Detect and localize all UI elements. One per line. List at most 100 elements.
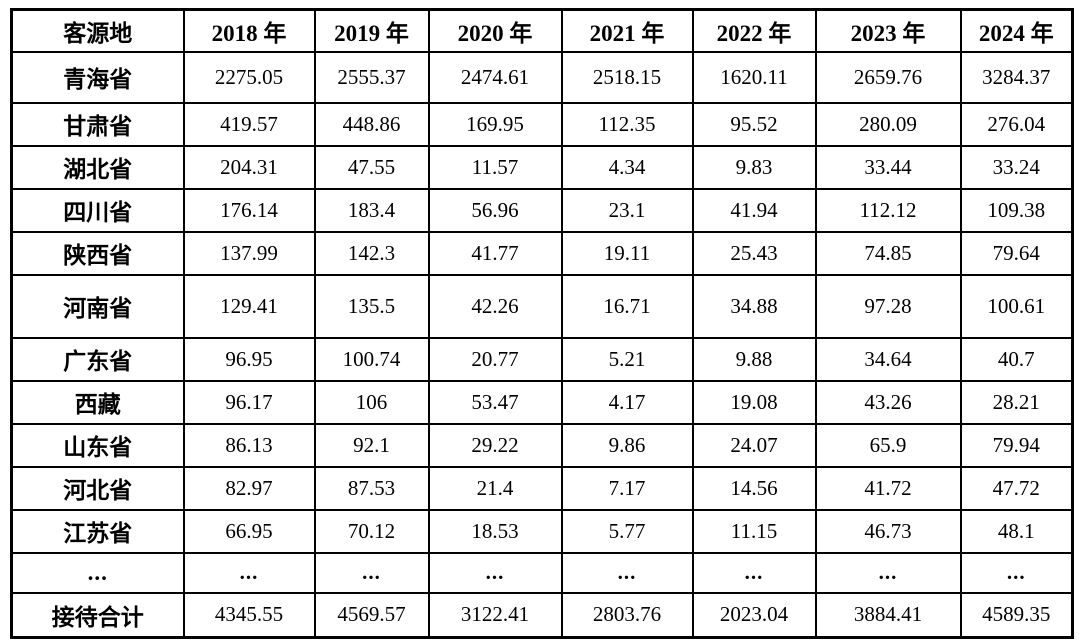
data-cell: 183.4 [313, 187, 430, 233]
data-cell: 21.4 [427, 465, 563, 511]
data-cell: 92.1 [313, 422, 430, 468]
column-header-year: 2024 年 [959, 8, 1074, 53]
row-label-cell: 河南省 [10, 273, 185, 339]
table-row: 接待合计 4345.55 4569.57 3122.41 2803.76 2023.04 3… [10, 591, 1074, 639]
column-header-year: 2018 年 [182, 8, 316, 53]
data-cell: 3284.37 [959, 50, 1074, 104]
data-cell: ... [691, 551, 817, 594]
column-header-year: 2021 年 [560, 8, 694, 53]
data-cell: 112.12 [814, 187, 962, 233]
data-cell: 46.73 [814, 508, 962, 554]
data-cell: 53.47 [427, 379, 563, 425]
data-cell: 48.1 [959, 508, 1074, 554]
data-cell: 9.86 [560, 422, 694, 468]
data-cell: 2023.04 [691, 591, 817, 639]
data-cell: 34.64 [814, 336, 962, 382]
row-label-cell: 青海省 [10, 50, 185, 104]
data-cell: 5.77 [560, 508, 694, 554]
data-cell: 34.88 [691, 273, 817, 339]
data-cell: 3122.41 [427, 591, 563, 639]
table-row: 广东省 96.95 100.74 20.77 5.21 9.88 34.64 40.7 [10, 336, 1074, 382]
data-cell: 41.94 [691, 187, 817, 233]
data-cell: 137.99 [182, 230, 316, 276]
table-row: 西藏 96.17 106 53.47 4.17 19.08 43.26 28.21 [10, 379, 1074, 425]
data-cell: 16.71 [560, 273, 694, 339]
header-row: 客源地 2018 年 2019 年 2020 年 2021 年 2022 年 2023 年… [10, 8, 1074, 53]
data-cell: 11.15 [691, 508, 817, 554]
column-header-year: 2023 年 [814, 8, 962, 53]
table-header: 客源地 2018 年 2019 年 2020 年 2021 年 2022 年 2023 年… [10, 8, 1074, 53]
data-cell: 9.83 [691, 144, 817, 190]
data-cell: 4345.55 [182, 591, 316, 639]
column-header-source: 客源地 [10, 8, 185, 53]
data-cell: 2518.15 [560, 50, 694, 104]
table-row: 陕西省 137.99 142.3 41.77 19.11 25.43 74.85 79.64 [10, 230, 1074, 276]
data-cell: ... [959, 551, 1074, 594]
data-cell: 33.24 [959, 144, 1074, 190]
data-cell: 40.7 [959, 336, 1074, 382]
table-row: ........................ [10, 551, 1074, 594]
visitor-source-by-year-table: 客源地 2018 年 2019 年 2020 年 2021 年 2022 年 2023 年… [10, 8, 1074, 639]
data-cell: 87.53 [313, 465, 430, 511]
data-cell: 5.21 [560, 336, 694, 382]
data-cell: 135.5 [313, 273, 430, 339]
row-label-cell: 接待合计 [10, 591, 185, 639]
data-cell: 56.96 [427, 187, 563, 233]
data-cell: 33.44 [814, 144, 962, 190]
data-cell: 19.08 [691, 379, 817, 425]
data-cell: 106 [313, 379, 430, 425]
row-label-cell: 江苏省 [10, 508, 185, 554]
data-cell: 96.95 [182, 336, 316, 382]
data-cell: 2555.37 [313, 50, 430, 104]
row-label-cell: 西藏 [10, 379, 185, 425]
row-label-cell: 陕西省 [10, 230, 185, 276]
table-row: 甘肃省 419.57 448.86 169.95 112.35 95.52 280.09 27… [10, 101, 1074, 147]
data-cell: 41.72 [814, 465, 962, 511]
data-cell: 65.9 [814, 422, 962, 468]
data-cell: 86.13 [182, 422, 316, 468]
data-cell: 3884.41 [814, 591, 962, 639]
data-cell: 169.95 [427, 101, 563, 147]
data-cell: 448.86 [313, 101, 430, 147]
data-cell: 79.64 [959, 230, 1074, 276]
row-label-cell: ... [10, 551, 185, 594]
data-cell: 41.77 [427, 230, 563, 276]
data-cell: 79.94 [959, 422, 1074, 468]
data-cell: ... [814, 551, 962, 594]
table-row: 河北省 82.97 87.53 21.4 7.17 14.56 41.72 47.72 [10, 465, 1074, 511]
data-cell: 28.21 [959, 379, 1074, 425]
table-row: 河南省 129.41 135.5 42.26 16.71 34.88 97.28 100.61 [10, 273, 1074, 339]
data-cell: 25.43 [691, 230, 817, 276]
column-header-year: 2020 年 [427, 8, 563, 53]
data-cell: ... [427, 551, 563, 594]
data-cell: ... [313, 551, 430, 594]
data-cell: ... [560, 551, 694, 594]
data-cell: 2474.61 [427, 50, 563, 104]
data-cell: 276.04 [959, 101, 1074, 147]
data-cell: 109.38 [959, 187, 1074, 233]
row-label-cell: 广东省 [10, 336, 185, 382]
data-cell: 14.56 [691, 465, 817, 511]
data-cell: 23.1 [560, 187, 694, 233]
data-cell: 204.31 [182, 144, 316, 190]
data-cell: 100.61 [959, 273, 1074, 339]
data-cell: 4569.57 [313, 591, 430, 639]
data-cell: 19.11 [560, 230, 694, 276]
data-cell: 24.07 [691, 422, 817, 468]
data-cell: 100.74 [313, 336, 430, 382]
data-cell: 2659.76 [814, 50, 962, 104]
row-label-cell: 山东省 [10, 422, 185, 468]
data-cell: 1620.11 [691, 50, 817, 104]
data-cell: 280.09 [814, 101, 962, 147]
data-cell: 11.57 [427, 144, 563, 190]
data-cell: 47.55 [313, 144, 430, 190]
row-label-cell: 湖北省 [10, 144, 185, 190]
data-cell: 66.95 [182, 508, 316, 554]
data-cell: 142.3 [313, 230, 430, 276]
data-cell: 42.26 [427, 273, 563, 339]
data-cell: 29.22 [427, 422, 563, 468]
data-cell: 70.12 [313, 508, 430, 554]
data-cell: 95.52 [691, 101, 817, 147]
data-cell: 4.34 [560, 144, 694, 190]
data-cell: 419.57 [182, 101, 316, 147]
